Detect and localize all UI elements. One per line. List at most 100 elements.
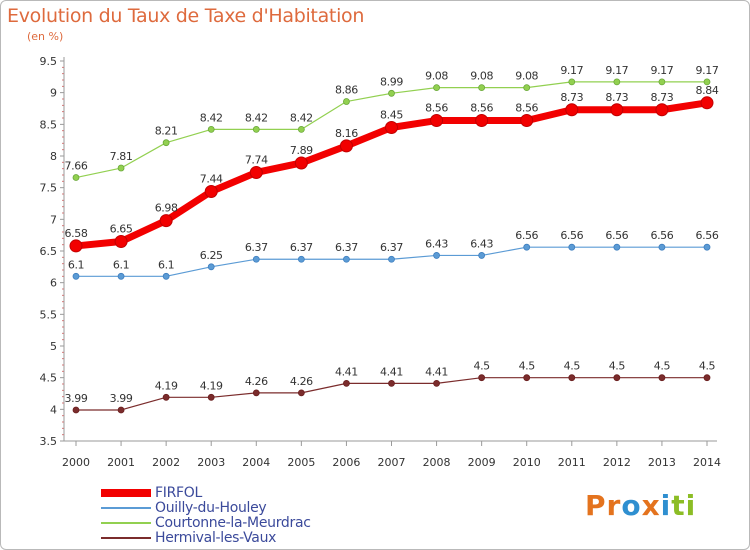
data-point [658, 243, 666, 251]
x-tick-label: 2003 [197, 456, 225, 469]
data-label: 9.17 [696, 64, 719, 77]
data-label: 8.99 [380, 75, 403, 88]
proxiti-logo: Proxiti [585, 489, 697, 522]
data-label: 4.5 [564, 360, 581, 373]
data-point [114, 235, 128, 248]
data-point [565, 103, 579, 117]
data-point [207, 263, 215, 271]
data-label: 8.56 [425, 102, 448, 115]
data-label: 8.42 [290, 111, 313, 124]
chart-title: Evolution du Taux de Taxe d'Habitation [7, 5, 365, 27]
data-point [433, 252, 440, 259]
data-point [568, 243, 576, 251]
data-point [703, 374, 711, 382]
y-tick-label: 6 [50, 277, 57, 290]
x-tick-label: 2004 [242, 456, 270, 469]
legend-item: Courtonne-la-Meurdrac [101, 515, 401, 531]
x-tick-label: 2000 [62, 456, 90, 469]
data-label: 7.81 [110, 150, 133, 163]
data-label: 4.26 [290, 375, 313, 388]
line-chart: 3.5 4 4.5 5 5.5 6 6.5 7 7.5 8 8.5 9 9.5 2000 2001 2002 2… [40, 55, 722, 469]
x-tick-label: 2007 [378, 456, 406, 469]
data-label: 4.19 [155, 379, 178, 392]
data-label: 6.56 [515, 229, 538, 242]
data-point [433, 84, 440, 91]
x-tick-label: 2001 [107, 456, 135, 469]
y-tick-label: 7 [50, 213, 57, 226]
data-point [343, 98, 350, 105]
data-point [72, 406, 80, 414]
legend-item: Hermival-les-Vaux [101, 530, 401, 546]
data-point [523, 374, 531, 382]
data-point [433, 379, 440, 387]
data-point [658, 374, 666, 382]
data-point [388, 379, 395, 387]
data-point [568, 78, 576, 86]
data-label: 6.25 [200, 249, 223, 262]
data-point [655, 103, 669, 117]
x-tick-label: 2008 [423, 456, 451, 469]
data-label: 6.43 [470, 237, 493, 250]
legend-swatch [101, 489, 151, 497]
data-label: 6.1 [158, 258, 174, 271]
y-tick-label: 8.5 [40, 118, 58, 131]
data-label: 6.37 [290, 241, 313, 254]
data-label: 8.45 [380, 109, 403, 122]
data-point [252, 125, 260, 133]
data-label: 8.56 [515, 102, 538, 115]
data-point [117, 164, 125, 172]
x-tick-label: 2002 [152, 456, 180, 469]
data-label: 9.08 [425, 70, 448, 83]
data-label: 7.89 [290, 144, 313, 157]
data-point [117, 272, 125, 280]
legend-swatch [101, 522, 151, 524]
data-point [297, 125, 305, 133]
data-point [700, 96, 714, 110]
x-tick-label: 2013 [648, 456, 676, 469]
legend-swatch [101, 507, 151, 509]
data-label: 8.73 [605, 91, 628, 104]
data-label: 6.56 [560, 229, 583, 242]
y-tick-label: 6.5 [40, 245, 58, 258]
data-label: 4.41 [380, 365, 403, 378]
data-point [69, 239, 83, 253]
data-point [252, 389, 260, 397]
data-label: 6.56 [605, 229, 628, 242]
data-point [339, 139, 353, 153]
data-point [475, 114, 489, 128]
data-label: 3.99 [65, 392, 88, 405]
data-point [207, 393, 215, 401]
data-label: 8.42 [245, 111, 268, 124]
unit-label: (en %) [27, 30, 64, 43]
x-tick-label: 2012 [603, 456, 631, 469]
data-point [388, 89, 395, 97]
legend-label: Hermival-les-Vaux [155, 530, 277, 546]
data-point [117, 406, 125, 414]
data-label: 3.99 [110, 392, 133, 405]
legend-label: Ouilly-du-Houley [155, 500, 267, 516]
data-label: 7.66 [65, 160, 88, 173]
legend-item: FIRFOL [101, 485, 401, 501]
data-point [478, 84, 486, 91]
data-label: 9.08 [470, 70, 493, 83]
y-tick-label: 9 [50, 87, 57, 100]
data-label: 4.5 [654, 360, 671, 373]
y-tick-label: 9.5 [40, 55, 58, 68]
data-label: 4.19 [200, 379, 223, 392]
data-point [478, 374, 486, 382]
x-tick-label: 2011 [558, 456, 586, 469]
data-point [703, 243, 711, 251]
data-point [297, 389, 305, 397]
x-tick-label: 2009 [468, 456, 496, 469]
data-point [343, 379, 350, 387]
data-point [388, 255, 395, 263]
data-label: 6.65 [110, 223, 133, 236]
data-label: 8.56 [470, 102, 493, 115]
data-point [249, 165, 263, 179]
data-label: 6.58 [65, 227, 88, 240]
data-label: 6.56 [650, 229, 673, 242]
data-point [610, 103, 624, 117]
data-label: 6.37 [335, 241, 358, 254]
data-point [204, 184, 218, 198]
data-label: 4.26 [245, 375, 268, 388]
